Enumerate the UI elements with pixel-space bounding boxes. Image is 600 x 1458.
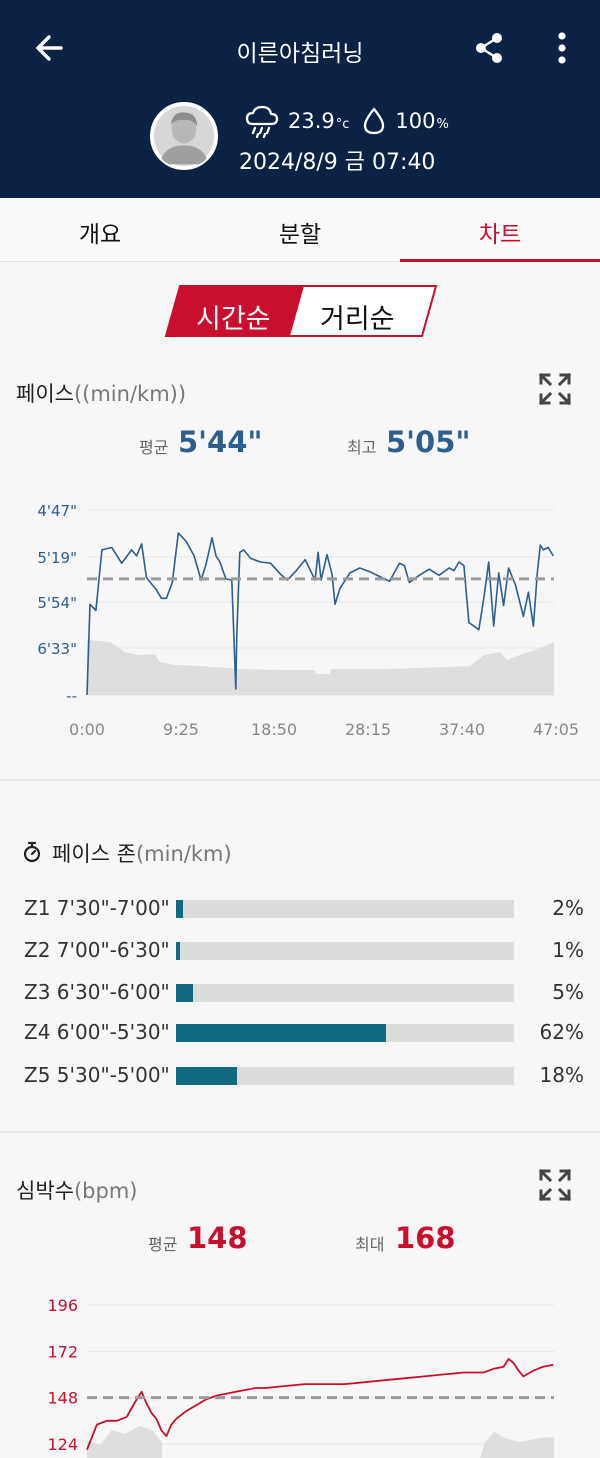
zone-percent: 18% [539,1063,584,1087]
tab-splits[interactable]: 분할 [278,222,322,248]
segment-frame [164,285,438,337]
zone-bar-fill [176,1067,237,1085]
pace-avg-value: 5'44" [178,425,263,459]
cloud-rain-icon [245,105,279,138]
pace-best-label: 최고 [347,438,377,457]
humidity-unit: % [436,116,449,132]
hr-series-line [86,1358,554,1451]
x-tick-label: 9:25 [163,720,199,739]
share-icon[interactable] [472,30,506,66]
water-drop-icon [364,107,385,135]
section-divider [0,779,600,781]
pace-unit: ((min/km)) [73,382,187,406]
zone-bar-fill [176,984,193,1002]
section-divider [0,1131,600,1133]
zone-bar-fill [176,900,183,918]
pace-title: 페이스 [16,382,74,406]
pace-section-title: 페이스((min/km)) [16,378,186,408]
hr-title: 심박수 [16,1179,74,1203]
hr-max-label: 최대 [355,1235,385,1254]
tab-chart[interactable]: 차트 [400,198,600,262]
zone-bar-fill [176,1024,386,1042]
zone-bar-track [176,900,514,918]
pace-zone-unit: (min/km) [135,842,232,866]
pace-chart: 4'47" 5'19" 5'54" 6'33" -- 0:00 9:25 18:50 28:15… [37,502,579,739]
pace-zone-row: Z1 7'30"-7'00" 2% [0,896,600,922]
elevation-area [87,640,554,695]
pace-series-line [86,532,554,696]
weather-info: 23.9 °c 100 % [244,104,449,138]
hr-avg-label: 평균 [148,1235,178,1254]
segment-by-distance[interactable]: 거리순 [320,304,395,335]
tab-overview[interactable]: 개요 [78,222,122,248]
activity-datetime: 2024/8/9 금 07:40 [239,150,436,175]
zone-label: Z1 7'30"-7'00" [24,896,170,920]
temperature-unit: °c [335,116,350,132]
pace-zone-section-title: 페이스 존(min/km) [22,838,232,868]
temperature-value: 23.9 [288,109,335,133]
zone-label: Z5 5'30"-5'00" [24,1063,170,1087]
zone-bar-track [176,942,514,960]
hr-chart: 196 172 148 124 [47,1296,554,1458]
pace-best-value: 5'05" [386,425,471,459]
y-tick-label: 172 [47,1342,78,1361]
y-tick-label: 124 [47,1435,78,1454]
y-tick-label: 148 [47,1389,78,1408]
x-tick-label: 47:05 [533,720,579,739]
elevation-area [87,1426,554,1458]
y-tick-label: 6'33" [37,640,77,658]
pace-zone-row: Z5 5'30"-5'00" 18% [0,1063,600,1089]
more-vert-icon[interactable] [548,28,576,68]
zone-bar-track [176,1067,514,1085]
sort-segment-control: 시간순 거리순 [164,285,438,337]
hr-max-value: 168 [395,1221,456,1255]
expand-icon[interactable] [538,372,572,406]
zone-label: Z3 6'30"-6'00" [24,980,170,1004]
avatar-icon [150,102,218,170]
y-tick-label: 5'19" [37,549,77,567]
pace-zone-title: 페이스 존 [52,842,136,866]
stopwatch-icon [23,841,41,863]
hr-avg-value: 148 [187,1221,248,1255]
humidity-value: 100 [395,109,436,133]
zone-percent: 5% [552,980,584,1004]
tab-bar: 개요 분할 차트 [0,198,600,262]
back-arrow-icon[interactable] [30,28,70,68]
hr-unit: (bpm) [73,1179,138,1203]
expand-icon[interactable] [538,1168,572,1202]
pace-zone-row: Z3 6'30"-6'00" 5% [0,980,600,1006]
x-tick-label: 0:00 [69,720,105,739]
hr-section-title: 심박수(bpm) [16,1175,137,1205]
zone-bar-track [176,984,514,1002]
y-tick-label: 196 [47,1296,78,1315]
x-tick-label: 18:50 [251,720,297,739]
x-tick-label: 37:40 [439,720,485,739]
y-tick-label: -- [66,687,77,705]
pace-zone-row: Z4 6'00"-5'30" 62% [0,1020,600,1046]
app-header: 이른아침러닝 23.9 °c 100 % 2024/8/9 금 07: [0,0,600,198]
pace-zone-row: Z2 7'00"-6'30" 1% [0,938,600,964]
zone-label: Z4 6'00"-5'30" [24,1020,170,1044]
pace-avg-label: 평균 [139,438,169,457]
zone-bar-track [176,1024,514,1042]
zone-label: Z2 7'00"-6'30" [24,938,170,962]
y-tick-label: 4'47" [37,502,77,520]
zone-bar-fill [176,942,180,960]
zone-percent: 2% [552,896,584,920]
x-tick-label: 28:15 [345,720,391,739]
zone-percent: 1% [552,938,584,962]
zone-percent: 62% [539,1020,584,1044]
page-title: 이른아침러닝 [236,41,364,67]
segment-by-time[interactable]: 시간순 [196,304,271,335]
y-tick-label: 5'54" [37,594,77,612]
